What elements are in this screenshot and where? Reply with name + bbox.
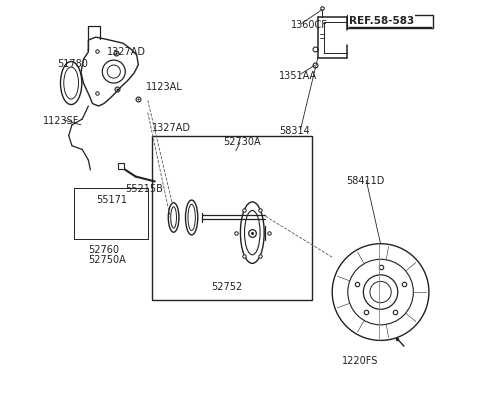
Text: 1351AA: 1351AA	[279, 71, 317, 81]
Text: 1327AD: 1327AD	[152, 123, 191, 133]
Text: 51780: 51780	[58, 58, 88, 69]
Text: 58411D: 58411D	[347, 176, 385, 186]
Text: 52750A: 52750A	[88, 255, 126, 265]
Text: 1327AD: 1327AD	[107, 47, 146, 57]
Text: 52730A: 52730A	[224, 137, 261, 147]
Text: 1123SF: 1123SF	[42, 116, 79, 126]
Bar	[152, 137, 312, 301]
Text: 1360CF: 1360CF	[291, 19, 328, 30]
Text: 58314: 58314	[279, 126, 310, 136]
Text: REF.58-583: REF.58-583	[349, 16, 414, 26]
Text: 55171: 55171	[96, 194, 128, 204]
Text: 1220FS: 1220FS	[342, 355, 378, 365]
Text: 52752: 52752	[211, 281, 242, 291]
Bar	[348, 17, 432, 28]
Text: 55215B: 55215B	[125, 183, 163, 193]
Text: 52760: 52760	[88, 244, 120, 254]
Text: 1123AL: 1123AL	[146, 82, 182, 92]
